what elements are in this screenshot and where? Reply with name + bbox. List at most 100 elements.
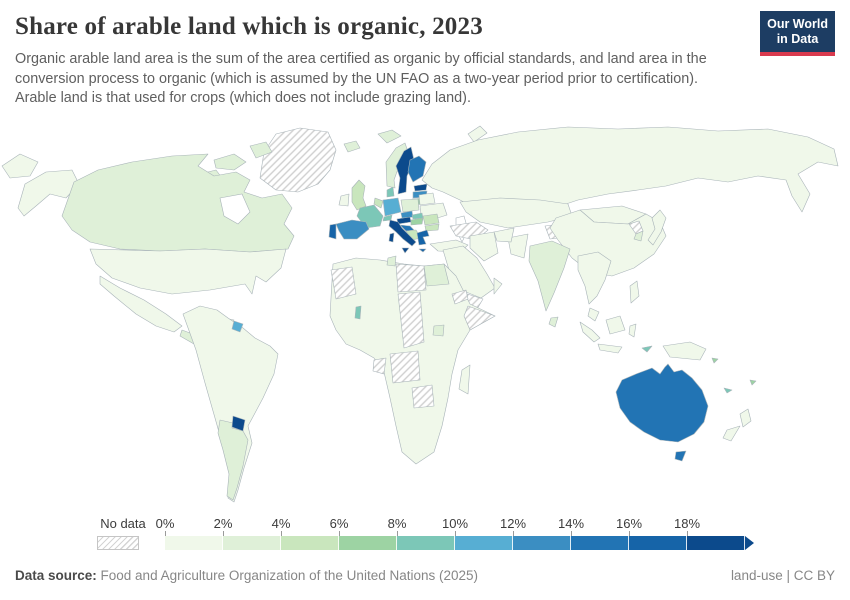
legend-scale: 0% 2% 4% 6% 8% 10% 12% 14% 16% 18% bbox=[156, 516, 765, 550]
country-argentina[interactable] bbox=[217, 419, 249, 501]
country-uganda[interactable] bbox=[432, 324, 445, 337]
country-united-kingdom[interactable] bbox=[351, 179, 367, 211]
country-usa[interactable] bbox=[89, 248, 287, 295]
owid-logo[interactable]: Our World in Data bbox=[760, 11, 835, 56]
country-angola[interactable] bbox=[389, 350, 421, 384]
country-somalia[interactable] bbox=[463, 305, 496, 331]
legend-bin-8-10%[interactable] bbox=[397, 536, 455, 550]
country-svalbard[interactable] bbox=[377, 129, 402, 144]
country-mauritania-western-sahara[interactable] bbox=[330, 266, 357, 300]
country-mexico[interactable] bbox=[99, 275, 183, 333]
country-estonia[interactable] bbox=[413, 183, 428, 192]
country-java[interactable] bbox=[597, 343, 623, 354]
country-tunisia[interactable] bbox=[386, 255, 397, 267]
license-text[interactable]: land-use | CC BY bbox=[730, 568, 835, 583]
country-portugal[interactable] bbox=[328, 223, 337, 240]
legend-bin-0-2%[interactable] bbox=[165, 536, 223, 550]
country-japan[interactable] bbox=[647, 209, 667, 246]
country-italy[interactable] bbox=[388, 219, 417, 247]
country-zimbabwe-botswana[interactable] bbox=[411, 384, 435, 409]
legend-tick-label: 18% bbox=[673, 516, 701, 531]
country-egypt[interactable] bbox=[423, 263, 450, 287]
country-novaya-zemlya[interactable] bbox=[467, 125, 488, 143]
country-tasmania[interactable] bbox=[674, 450, 687, 462]
country-greenland[interactable] bbox=[259, 127, 337, 193]
legend-tick-marks bbox=[165, 531, 765, 536]
legend-tick bbox=[571, 531, 572, 536]
country-benelux[interactable] bbox=[373, 197, 384, 209]
country-sri-lanka[interactable] bbox=[548, 316, 559, 328]
country-eritrea[interactable] bbox=[451, 289, 469, 305]
country-new-zealand-north[interactable] bbox=[739, 408, 752, 428]
country-finland[interactable] bbox=[407, 155, 427, 183]
country-new-zealand-south[interactable] bbox=[722, 425, 741, 442]
country-uruguay[interactable] bbox=[231, 415, 246, 432]
legend-bin-12-14%[interactable] bbox=[513, 536, 571, 550]
country-sulawesi[interactable] bbox=[628, 323, 637, 338]
country-togo[interactable] bbox=[354, 305, 362, 320]
country-austria[interactable] bbox=[396, 216, 412, 225]
country-afghanistan[interactable] bbox=[493, 227, 515, 243]
country-sardinia[interactable] bbox=[388, 232, 395, 243]
legend-bin-2-4%[interactable] bbox=[223, 536, 281, 550]
country-indochina[interactable] bbox=[577, 251, 612, 305]
country-new-guinea[interactable] bbox=[662, 341, 707, 361]
country-poland[interactable] bbox=[400, 198, 420, 213]
legend-bin-10-12%[interactable] bbox=[455, 536, 513, 550]
country-bulgaria[interactable] bbox=[424, 223, 440, 232]
country-timor-leste[interactable] bbox=[641, 345, 653, 353]
legend-no-data-swatch[interactable] bbox=[97, 536, 139, 550]
country-fiji[interactable] bbox=[749, 379, 757, 386]
country-spain[interactable] bbox=[335, 219, 370, 240]
country-india[interactable] bbox=[528, 240, 571, 312]
country-germany[interactable] bbox=[382, 197, 402, 217]
legend-bin-18%+[interactable] bbox=[687, 536, 745, 550]
country-madagascar[interactable] bbox=[458, 364, 471, 395]
subtitle-line: Organic arable land area is the sum of t… bbox=[15, 51, 707, 67]
country-ireland[interactable] bbox=[338, 193, 350, 207]
country-solomon-islands[interactable] bbox=[711, 357, 719, 364]
country-greece[interactable] bbox=[416, 229, 430, 246]
country-malaysia[interactable] bbox=[587, 307, 600, 322]
legend-tick bbox=[339, 531, 340, 536]
country-chad-central-african-republic[interactable] bbox=[397, 291, 425, 349]
country-russia-chukotka[interactable] bbox=[1, 153, 39, 179]
country-canada[interactable] bbox=[61, 153, 295, 253]
owid-logo-line2: in Data bbox=[776, 32, 819, 46]
legend-tick-label: 8% bbox=[387, 516, 407, 531]
page-title: Share of arable land which is organic, 2… bbox=[15, 13, 483, 40]
country-oman[interactable] bbox=[493, 277, 503, 295]
country-iceland[interactable] bbox=[343, 140, 361, 153]
legend-tick bbox=[223, 531, 224, 536]
country-belarus[interactable] bbox=[418, 192, 436, 206]
country-canadian-arctic[interactable] bbox=[213, 153, 247, 171]
country-romania[interactable] bbox=[422, 213, 440, 226]
country-new-caledonia[interactable] bbox=[723, 387, 733, 394]
legend-color-bar bbox=[165, 536, 765, 550]
country-sicily[interactable] bbox=[401, 247, 410, 254]
country-south-korea[interactable] bbox=[633, 230, 644, 242]
legend-bin-16-18%[interactable] bbox=[629, 536, 687, 550]
country-libya[interactable] bbox=[395, 263, 427, 293]
country-gabon[interactable] bbox=[372, 357, 387, 375]
country-sumatra[interactable] bbox=[579, 321, 601, 343]
country-pakistan[interactable] bbox=[507, 233, 529, 259]
country-denmark[interactable] bbox=[386, 186, 395, 198]
legend-bin-14-16%[interactable] bbox=[571, 536, 629, 550]
legend-tick-label: 4% bbox=[271, 516, 291, 531]
country-iran[interactable] bbox=[469, 231, 499, 262]
country-sweden[interactable] bbox=[395, 146, 415, 195]
country-crete[interactable] bbox=[418, 248, 427, 253]
data-source[interactable]: Data source: Food and Agriculture Organi… bbox=[15, 568, 478, 583]
country-borneo[interactable] bbox=[605, 315, 626, 335]
legend-bin-6-8%[interactable] bbox=[339, 536, 397, 550]
country-french-guiana[interactable] bbox=[231, 320, 244, 333]
chart-footer: Data source: Food and Agriculture Organi… bbox=[15, 568, 835, 583]
country-australia[interactable] bbox=[615, 363, 709, 443]
country-philippines[interactable] bbox=[629, 280, 640, 304]
country-hungary[interactable] bbox=[410, 217, 424, 226]
legend-tick-label: 6% bbox=[329, 516, 349, 531]
chart-header: Share of arable land which is organic, 2… bbox=[15, 0, 850, 109]
legend-bin-4-6%[interactable] bbox=[281, 536, 339, 550]
country-canadian-arctic[interactable] bbox=[249, 141, 273, 159]
